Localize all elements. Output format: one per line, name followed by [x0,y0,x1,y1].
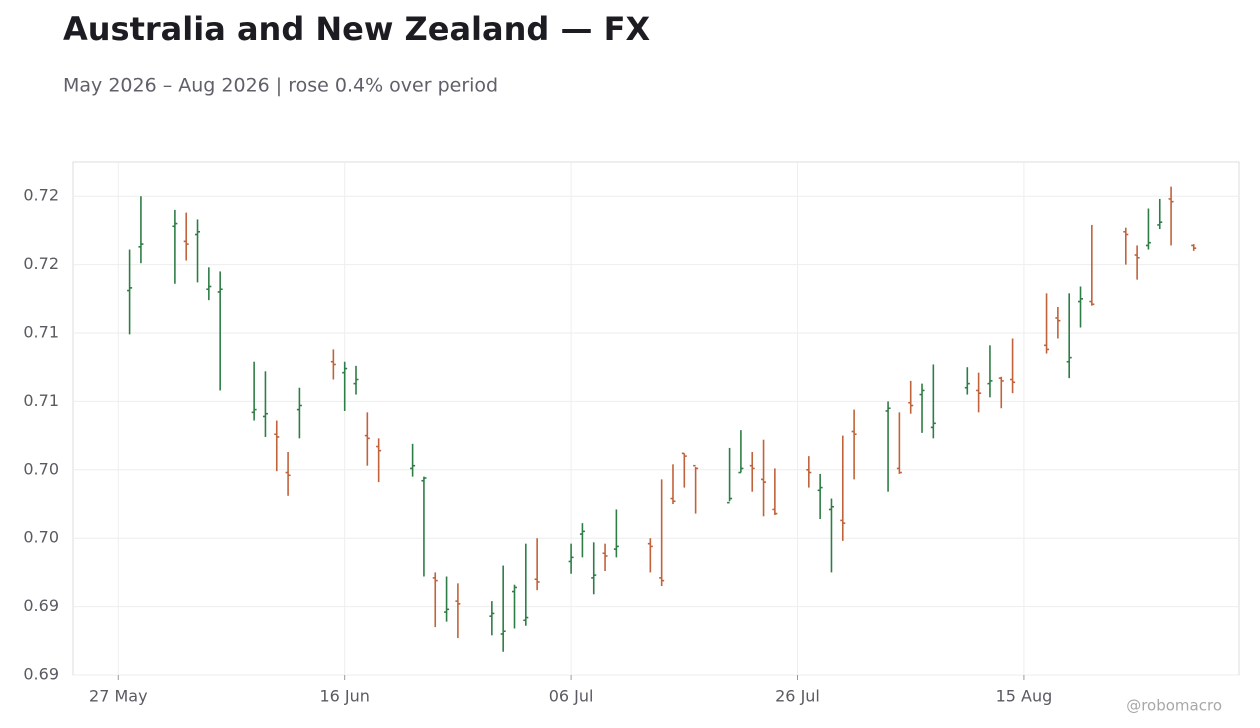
y-tick-label: 0.72 [23,254,59,273]
chart-subtitle: May 2026 – Aug 2026 | rose 0.4% over per… [63,75,498,97]
x-tick-label: 15 Aug [996,687,1053,706]
chart-title: Australia and New Zealand — FX [63,10,650,48]
x-tick-label: 26 Jul [775,687,820,706]
y-tick-label: 0.70 [23,528,59,547]
plot-frame [72,161,1240,676]
x-tick-label: 06 Jul [549,687,594,706]
source-label: @robomacro [1126,697,1222,715]
y-tick-label: 0.69 [23,665,59,684]
y-tick-label: 0.71 [23,391,59,410]
y-tick-label: 0.69 [23,596,59,615]
y-tick-label: 0.72 [23,186,59,205]
x-tick-label: 16 Jun [319,687,369,706]
y-tick-label: 0.71 [23,323,59,342]
x-tick-label: 27 May [89,687,148,706]
y-tick-label: 0.70 [23,459,59,478]
